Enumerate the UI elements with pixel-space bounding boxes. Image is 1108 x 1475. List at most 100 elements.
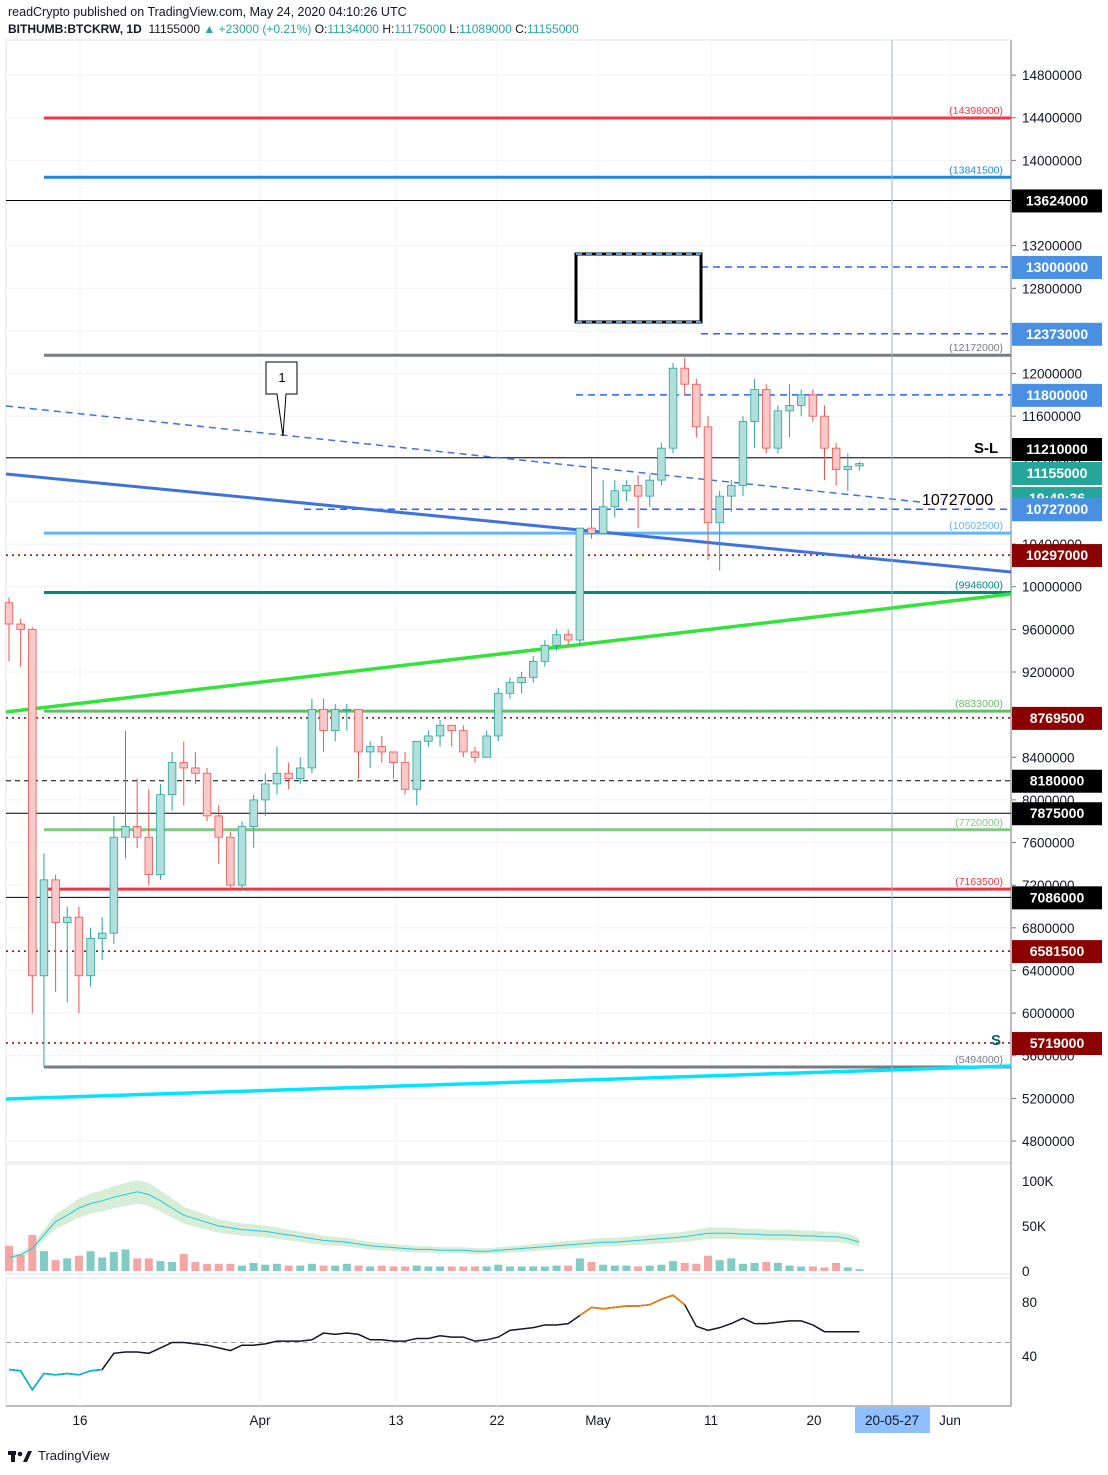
volume-bar bbox=[762, 1262, 771, 1271]
time-axis[interactable]: 16 Apr 13 22 May 11 20 Jun 20-05-27 bbox=[72, 1407, 961, 1433]
callout-text: 1 bbox=[278, 370, 285, 385]
price-label-box[interactable] bbox=[1012, 544, 1102, 568]
footer-brand: TradingView bbox=[38, 1448, 110, 1463]
level-lines[interactable]: (14398000) (13841500) (12172000) (10502500)… bbox=[5, 40, 1012, 1406]
volume-bar bbox=[727, 1258, 736, 1271]
price-label-box[interactable] bbox=[1012, 1032, 1102, 1056]
candle-body bbox=[598, 506, 608, 534]
price-label-box[interactable] bbox=[1012, 706, 1102, 730]
candle-body bbox=[668, 367, 678, 449]
candle-body bbox=[482, 735, 491, 758]
volume-bar bbox=[855, 1269, 864, 1271]
time-tick-label: 13 bbox=[388, 1413, 403, 1428]
candle-body bbox=[389, 751, 398, 764]
candle-body bbox=[4, 602, 14, 625]
volume-bar bbox=[389, 1266, 398, 1271]
volume-bars: 100K 50K 0 bbox=[5, 1174, 1054, 1279]
volume-bar bbox=[28, 1235, 37, 1271]
price-tick-label: 10000000 bbox=[1022, 580, 1082, 595]
candle-body bbox=[564, 634, 573, 641]
volume-bar bbox=[191, 1262, 200, 1271]
price-tick-label: 7600000 bbox=[1022, 836, 1075, 851]
price-label-box[interactable] bbox=[1012, 498, 1102, 522]
volume-bar bbox=[529, 1266, 538, 1271]
candle-body bbox=[377, 746, 386, 753]
time-tick-label: 20 bbox=[806, 1413, 821, 1428]
volume-bar bbox=[540, 1266, 549, 1271]
candle-body bbox=[272, 772, 282, 785]
uptrend-line[interactable] bbox=[5, 592, 1012, 714]
volume-bar bbox=[319, 1265, 328, 1271]
dashed-trend-line[interactable] bbox=[5, 405, 921, 503]
price-label-box[interactable] bbox=[1012, 255, 1102, 279]
price-tick-label: 14000000 bbox=[1022, 153, 1082, 168]
volume-bar bbox=[459, 1266, 468, 1271]
candle-body bbox=[575, 527, 585, 641]
volume-pane bbox=[5, 1163, 1012, 1275]
price-label-box[interactable] bbox=[1012, 438, 1102, 461]
candle-body bbox=[249, 799, 258, 827]
price-label-text: 5719000 bbox=[1030, 1035, 1085, 1051]
volume-bar bbox=[505, 1266, 514, 1271]
candle-body bbox=[750, 389, 759, 422]
candle-body bbox=[202, 772, 212, 817]
price-label-box[interactable] bbox=[1012, 189, 1102, 213]
close-value: 11155000 bbox=[527, 22, 579, 36]
callout-balloon[interactable] bbox=[265, 361, 298, 437]
price-label-text: 7086000 bbox=[1030, 889, 1085, 905]
level-tag: (7163500) bbox=[955, 876, 1003, 888]
price-label-box[interactable] bbox=[1012, 940, 1102, 964]
candle-body bbox=[63, 916, 72, 923]
price-axis[interactable]: 4800000520000056000006000000640000068000… bbox=[1011, 68, 1102, 1149]
volume-bar bbox=[808, 1266, 817, 1271]
price-label-box[interactable] bbox=[1012, 769, 1102, 793]
price-label-box[interactable] bbox=[1012, 802, 1102, 826]
volume-bar bbox=[214, 1263, 223, 1271]
volume-bar bbox=[517, 1266, 526, 1271]
price-tick-label: 6400000 bbox=[1022, 963, 1075, 978]
volume-bar bbox=[133, 1258, 142, 1271]
volume-bar bbox=[203, 1263, 212, 1271]
price-label-box[interactable] bbox=[1012, 383, 1102, 407]
annotations[interactable]: 1 S-L S 10727000 bbox=[265, 252, 1001, 1049]
volume-bar bbox=[354, 1265, 363, 1271]
downtrend-line[interactable] bbox=[5, 472, 1012, 574]
support-trend-line[interactable] bbox=[5, 1064, 1012, 1101]
price-label-text: 11155000 bbox=[1027, 465, 1088, 481]
price-label-box[interactable] bbox=[1012, 886, 1102, 910]
candle-body bbox=[237, 826, 247, 886]
volume-bar bbox=[98, 1257, 107, 1271]
volume-bar bbox=[832, 1262, 841, 1271]
time-tick-label: Apr bbox=[249, 1413, 271, 1428]
candle-body bbox=[494, 692, 503, 737]
volume-bar bbox=[412, 1265, 421, 1271]
footer[interactable]: TradingView bbox=[8, 1448, 110, 1463]
candles bbox=[4, 357, 864, 1068]
candle-body bbox=[144, 836, 153, 875]
volume-bar bbox=[261, 1264, 270, 1271]
candle-body bbox=[470, 751, 480, 758]
change-value: ▲ +23000 (+0.21%) bbox=[203, 22, 312, 36]
price-label-box[interactable] bbox=[1012, 322, 1102, 346]
rsi-segment bbox=[579, 1294, 686, 1317]
price-label-text: 11800000 bbox=[1026, 387, 1088, 403]
candle-body bbox=[74, 916, 84, 977]
candle-body bbox=[657, 447, 666, 481]
candle-body bbox=[319, 708, 328, 732]
candle-body bbox=[773, 410, 783, 449]
candle-body bbox=[540, 644, 550, 662]
price-label-box[interactable] bbox=[1012, 462, 1102, 485]
last-price: 11155000 bbox=[148, 22, 201, 36]
volume-tick-label: 50K bbox=[1022, 1219, 1046, 1234]
candle-body bbox=[179, 762, 188, 769]
candle-body bbox=[412, 740, 421, 790]
open-label: O: bbox=[314, 22, 328, 36]
candle-body bbox=[354, 708, 363, 753]
volume-bar bbox=[424, 1266, 433, 1271]
level-tag: (8833000) bbox=[955, 698, 1003, 710]
crosshair-date-box[interactable] bbox=[855, 1407, 930, 1433]
volume-bar bbox=[16, 1254, 25, 1271]
candle-body bbox=[307, 708, 317, 769]
volume-bar bbox=[843, 1267, 852, 1271]
